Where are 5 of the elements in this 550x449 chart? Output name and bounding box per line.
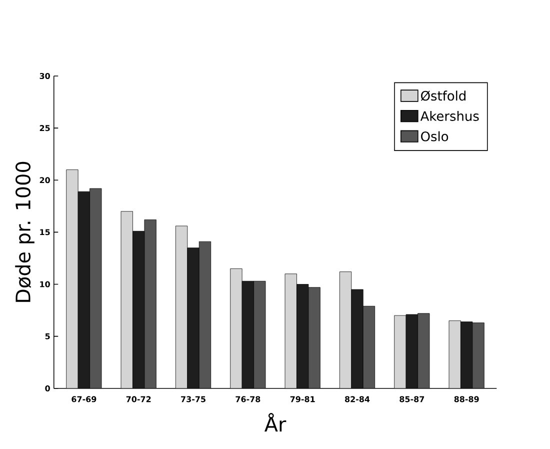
y-axis-title: Døde pr. 1000 [15, 162, 34, 302]
legend-label: Østfold [420, 90, 466, 101]
legend-label: Oslo [421, 131, 448, 142]
x-axis-title: År [264, 412, 286, 432]
legend-label: Akershus [420, 110, 479, 121]
